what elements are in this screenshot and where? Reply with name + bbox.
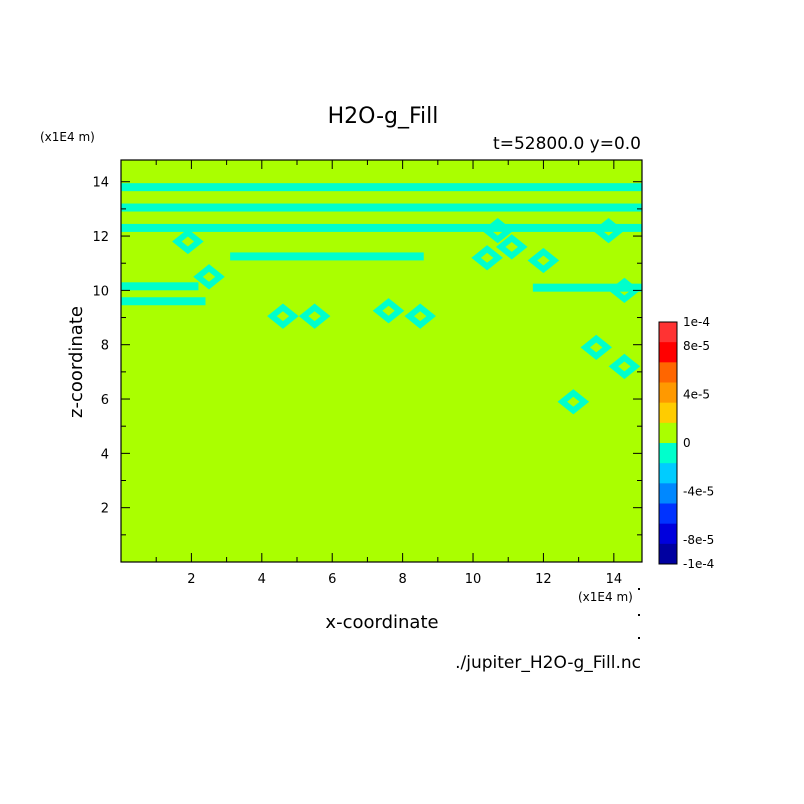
corner-mark xyxy=(638,637,640,639)
colorbar-segment xyxy=(659,483,677,504)
colorbar: 1e-4 8e-5 4e-5 0 -4e-5 -8e-5 -1e-4 xyxy=(658,315,714,571)
colorbar-label: -1e-4 xyxy=(683,557,714,571)
negative-band xyxy=(121,297,206,306)
negative-patch xyxy=(372,298,405,324)
colorbar-label: 0 xyxy=(683,436,691,450)
y-tick-label: 6 xyxy=(101,393,109,408)
plot-area xyxy=(120,159,643,563)
negative-band xyxy=(121,203,642,212)
negative-patch xyxy=(495,234,528,260)
colorbar-segment xyxy=(659,342,677,363)
colorbar-segment xyxy=(659,463,677,484)
negative-patch xyxy=(527,247,560,274)
negative-band xyxy=(121,183,642,192)
negative-patch xyxy=(404,303,437,329)
colorbar-label: 4e-5 xyxy=(683,388,710,402)
negative-bands xyxy=(121,183,642,306)
colorbar-segment xyxy=(659,503,677,525)
corner-marks xyxy=(638,588,640,639)
chart-title: H2O-g_Fill xyxy=(328,104,439,129)
negative-patch xyxy=(481,217,514,244)
x-axis-label: x-coordinate xyxy=(325,612,438,633)
colorbar-segment xyxy=(659,322,677,343)
y-tick-label: 10 xyxy=(92,284,109,299)
chart-subtitle: t=52800.0 y=0.0 xyxy=(493,134,641,154)
y-tick-label: 2 xyxy=(101,502,109,517)
negative-band xyxy=(121,223,642,232)
colorbar-segment xyxy=(659,523,677,545)
x-tick-label: 12 xyxy=(535,572,552,587)
x-tick-label: 8 xyxy=(398,572,406,587)
y-tick-label: 12 xyxy=(92,230,109,245)
source-file-label: ./jupiter_H2O-g_Fill.nc xyxy=(455,653,641,673)
x-tick-label: 10 xyxy=(465,572,482,587)
y-tick-label: 4 xyxy=(101,447,109,462)
x-axis-unit: (x1E4 m) xyxy=(578,590,633,604)
corner-mark xyxy=(638,614,640,616)
negative-patch xyxy=(557,389,590,415)
z-axis-unit: (x1E4 m) xyxy=(40,130,95,144)
colorbar-segment xyxy=(659,422,677,444)
negative-patch xyxy=(298,303,331,329)
negative-patch xyxy=(471,245,503,271)
negative-band xyxy=(532,283,642,292)
negative-patch xyxy=(580,334,613,361)
colorbar-label: 8e-5 xyxy=(683,339,710,353)
negative-patch xyxy=(592,217,625,244)
colorbar-label: 1e-4 xyxy=(683,315,710,329)
y-axis-ticks: 2 4 6 8 10 12 14 xyxy=(92,176,642,536)
negative-patch xyxy=(608,353,641,380)
x-tick-label: 14 xyxy=(606,572,623,587)
y-tick-label: 14 xyxy=(92,176,109,191)
colorbar-segment xyxy=(659,382,677,404)
colorbar-frame xyxy=(658,321,678,565)
x-tick-label: 6 xyxy=(328,572,336,587)
colorbar-label: -8e-5 xyxy=(683,533,714,547)
colorbar-segment xyxy=(659,543,677,565)
x-axis-ticks: 2 4 6 8 10 12 14 xyxy=(155,160,623,587)
negative-patch xyxy=(193,264,225,290)
negative-patch xyxy=(172,228,204,255)
plot-frame xyxy=(120,159,643,563)
negative-patches xyxy=(172,217,641,415)
colorbar-segment xyxy=(659,402,677,424)
colorbar-label: -4e-5 xyxy=(683,484,714,498)
negative-patch xyxy=(267,303,299,329)
x-tick-label: 4 xyxy=(258,572,266,587)
y-axis-label: z-coordinate xyxy=(66,306,87,418)
x-tick-label: 2 xyxy=(187,572,195,587)
negative-band xyxy=(121,282,199,291)
corner-mark xyxy=(638,588,640,590)
colorbar-segment xyxy=(659,443,677,464)
colorbar-segment xyxy=(659,362,677,383)
plot-background xyxy=(121,160,642,562)
y-tick-label: 8 xyxy=(101,339,109,354)
negative-band xyxy=(230,252,424,261)
